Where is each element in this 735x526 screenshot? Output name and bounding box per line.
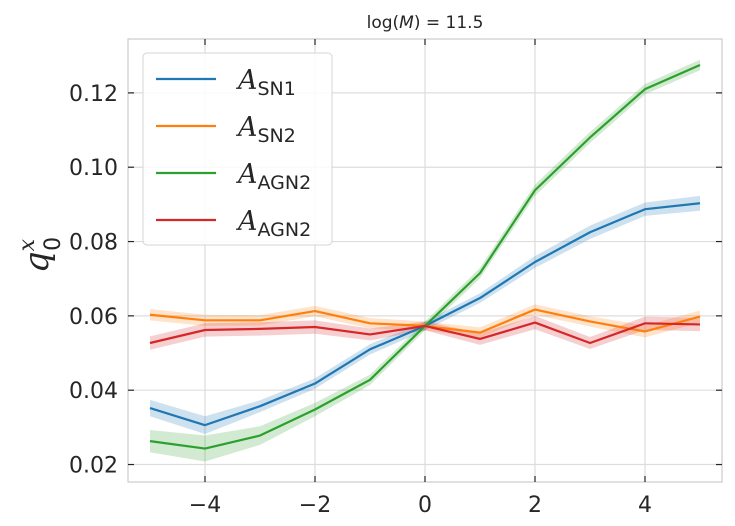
- legend-label: AAGN2: [235, 159, 311, 194]
- axis-ticks: [128, 39, 722, 482]
- series-3-band: [150, 59, 700, 462]
- legend-label: ASN2: [235, 112, 296, 147]
- legend-label: AAGN2: [235, 206, 311, 241]
- y-axis-label: qx0: [15, 237, 66, 273]
- series-4-line: [149, 321, 701, 345]
- y-tick-label: 0.04: [69, 379, 118, 404]
- x-tick-label: −2: [299, 493, 331, 518]
- x-tick-label: 4: [638, 493, 652, 518]
- y-tick-label: 0.12: [69, 82, 118, 107]
- legend-box: [142, 52, 333, 246]
- series-4-band: [150, 315, 700, 350]
- series-2-band: [150, 304, 700, 338]
- chart-title: log(M) = 11.5: [367, 13, 484, 33]
- y-tick-label: 0.10: [69, 156, 118, 181]
- x-tick-label: 0: [418, 493, 432, 518]
- x-tick-labels: −4 −2 0 2 4: [189, 493, 652, 518]
- y-tick-labels: 0.02 0.04 0.06 0.08 0.10 0.12: [69, 82, 118, 479]
- y-tick-label: 0.08: [69, 231, 118, 256]
- x-tick-label: −4: [189, 493, 221, 518]
- series-lines: [149, 64, 701, 450]
- legend: ASN1 ASN2 AAGN2 AAGN2: [142, 52, 333, 246]
- y-tick-label: 0.02: [69, 454, 118, 479]
- legend-label: ASN1: [235, 65, 296, 100]
- x-tick-label: 2: [528, 493, 542, 518]
- y-tick-label: 0.06: [69, 305, 118, 330]
- confidence-bands: [150, 59, 700, 462]
